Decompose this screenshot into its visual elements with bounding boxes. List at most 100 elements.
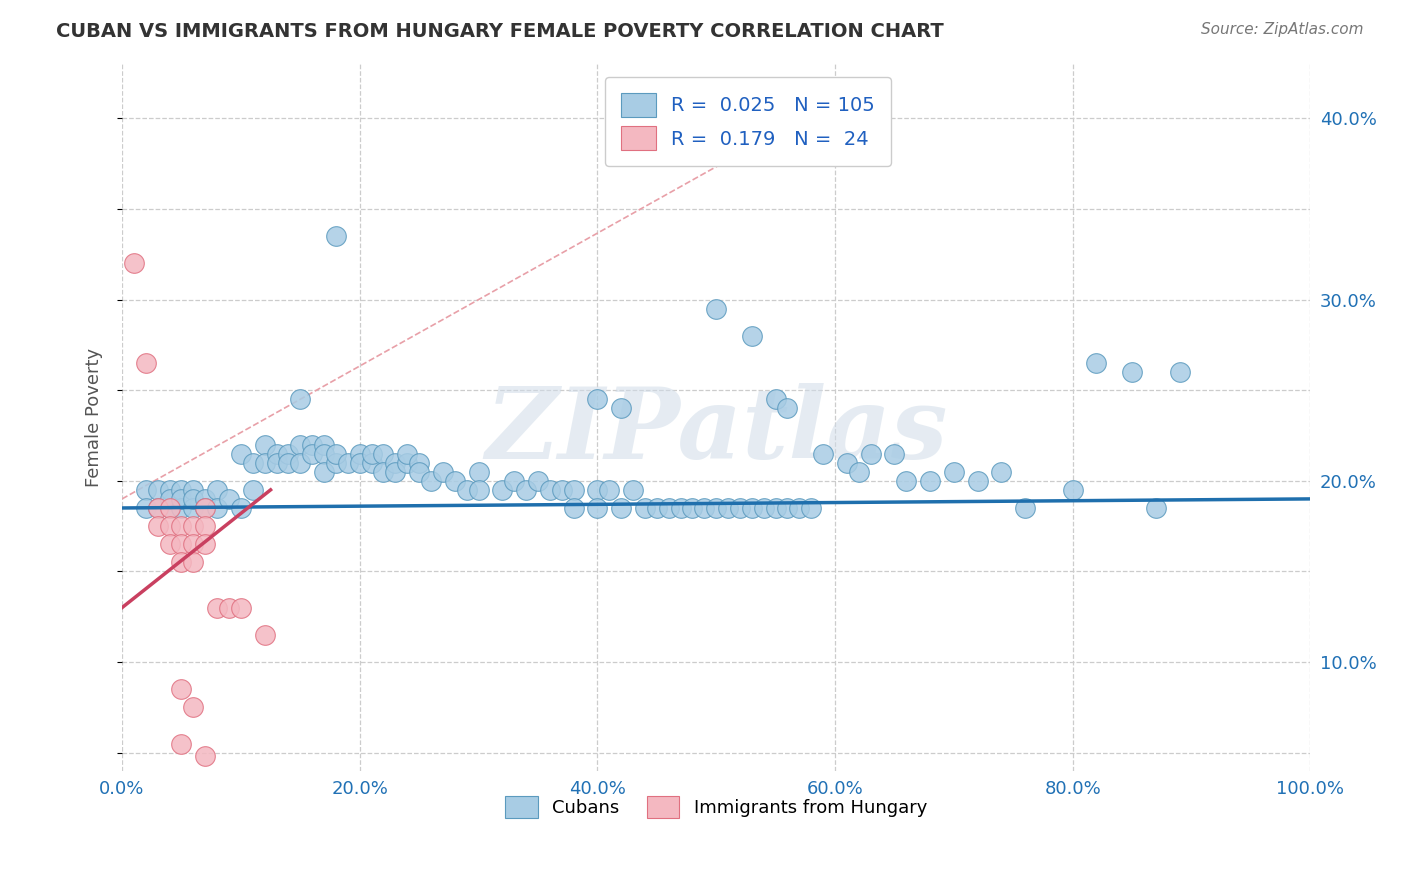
Point: [312, 447, 335, 461]
Point: [1121, 365, 1143, 379]
Point: [693, 500, 716, 515]
Point: [741, 329, 763, 343]
Y-axis label: Female Poverty: Female Poverty: [86, 348, 103, 487]
Point: [194, 519, 217, 533]
Point: [467, 483, 489, 497]
Legend: Cubans, Immigrants from Hungary: Cubans, Immigrants from Hungary: [498, 789, 934, 825]
Point: [610, 500, 633, 515]
Point: [776, 401, 799, 416]
Point: [146, 500, 169, 515]
Point: [669, 500, 692, 515]
Point: [966, 474, 988, 488]
Point: [336, 456, 359, 470]
Point: [835, 456, 858, 470]
Point: [396, 447, 419, 461]
Point: [776, 500, 799, 515]
Text: CUBAN VS IMMIGRANTS FROM HUNGARY FEMALE POVERTY CORRELATION CHART: CUBAN VS IMMIGRANTS FROM HUNGARY FEMALE …: [56, 22, 943, 41]
Point: [183, 555, 205, 569]
Text: ZIPatlas: ZIPatlas: [485, 384, 948, 480]
Point: [349, 456, 371, 470]
Point: [170, 491, 193, 506]
Point: [408, 456, 430, 470]
Point: [218, 600, 240, 615]
Point: [159, 491, 181, 506]
Point: [277, 456, 299, 470]
Point: [229, 447, 252, 461]
Point: [456, 483, 478, 497]
Point: [194, 500, 217, 515]
Point: [349, 447, 371, 461]
Point: [146, 500, 169, 515]
Point: [408, 465, 430, 479]
Point: [205, 600, 228, 615]
Point: [312, 465, 335, 479]
Point: [586, 483, 609, 497]
Point: [942, 465, 965, 479]
Point: [301, 447, 323, 461]
Point: [621, 483, 644, 497]
Point: [704, 301, 727, 316]
Point: [920, 474, 942, 488]
Point: [253, 456, 276, 470]
Point: [586, 500, 609, 515]
Point: [325, 229, 347, 244]
Point: [384, 465, 406, 479]
Point: [1144, 500, 1167, 515]
Point: [1062, 483, 1084, 497]
Point: [290, 456, 312, 470]
Point: [183, 500, 205, 515]
Point: [146, 519, 169, 533]
Point: [765, 500, 787, 515]
Point: [183, 491, 205, 506]
Point: [396, 456, 419, 470]
Point: [194, 537, 217, 551]
Point: [443, 474, 465, 488]
Point: [360, 447, 382, 461]
Point: [194, 749, 217, 764]
Point: [360, 456, 382, 470]
Point: [658, 500, 681, 515]
Point: [290, 437, 312, 451]
Point: [990, 465, 1012, 479]
Point: [135, 483, 157, 497]
Point: [717, 500, 740, 515]
Point: [681, 500, 703, 515]
Point: [491, 483, 513, 497]
Point: [527, 474, 550, 488]
Point: [301, 437, 323, 451]
Point: [159, 500, 181, 515]
Point: [741, 500, 763, 515]
Point: [503, 474, 526, 488]
Point: [562, 483, 585, 497]
Point: [170, 555, 193, 569]
Point: [229, 500, 252, 515]
Point: [538, 483, 561, 497]
Point: [218, 491, 240, 506]
Point: [290, 392, 312, 407]
Point: [645, 500, 668, 515]
Point: [170, 519, 193, 533]
Point: [312, 437, 335, 451]
Point: [266, 447, 288, 461]
Point: [432, 465, 454, 479]
Point: [205, 500, 228, 515]
Point: [373, 465, 395, 479]
Point: [183, 483, 205, 497]
Point: [277, 447, 299, 461]
Point: [159, 500, 181, 515]
Point: [242, 456, 264, 470]
Point: [373, 447, 395, 461]
Point: [586, 392, 609, 407]
Point: [170, 537, 193, 551]
Point: [598, 483, 620, 497]
Point: [170, 500, 193, 515]
Point: [811, 447, 834, 461]
Point: [467, 465, 489, 479]
Point: [1168, 365, 1191, 379]
Point: [1085, 356, 1108, 370]
Point: [253, 628, 276, 642]
Point: [194, 491, 217, 506]
Point: [194, 500, 217, 515]
Point: [562, 500, 585, 515]
Point: [170, 682, 193, 697]
